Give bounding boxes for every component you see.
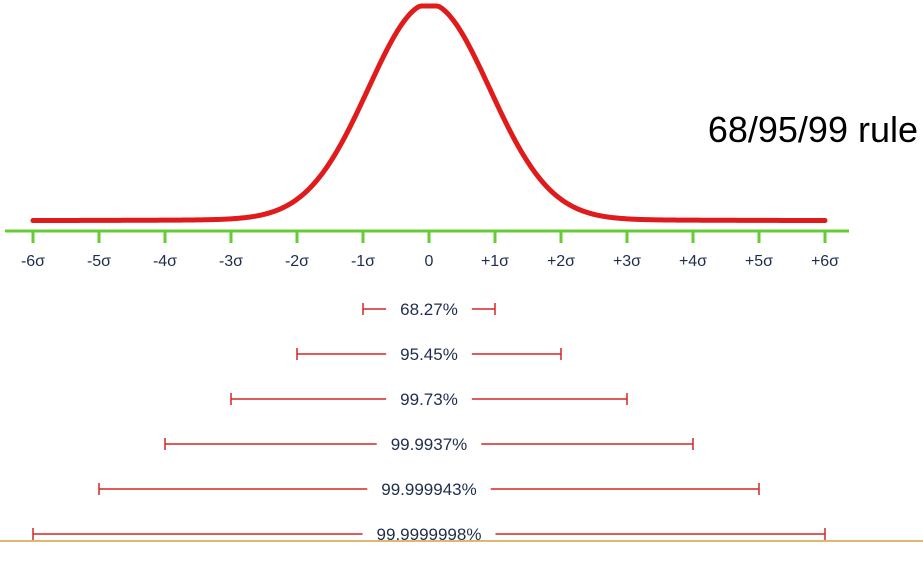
tick-label: +3σ xyxy=(613,253,641,270)
range-label: 95.45% xyxy=(400,345,458,364)
normal-curve xyxy=(30,3,828,224)
range-row: 99.9937% xyxy=(164,435,694,454)
tick-label: -4σ xyxy=(153,253,177,270)
tick-label: +1σ xyxy=(481,253,509,270)
sigma-axis: -6σ -5σ -4σ -3σ -2σ -1σ 0 +1σ +2σ +3σ +4σ +5σ +6σ xyxy=(5,229,849,270)
tick-label: -3σ xyxy=(219,253,243,270)
tick-label: -6σ xyxy=(21,253,45,270)
tick-label: 0 xyxy=(425,253,434,270)
range-row: 99.9999998% xyxy=(32,525,826,544)
range-label: 68.27% xyxy=(400,300,458,319)
range-label: 99.73% xyxy=(400,390,458,409)
tick-label: +4σ xyxy=(679,253,707,270)
range-row: 99.999943% xyxy=(98,480,760,499)
range-row: 68.27% xyxy=(362,300,496,319)
tick-label: -1σ xyxy=(351,253,375,270)
tick-label: +6σ xyxy=(811,253,839,270)
curve-layer xyxy=(30,3,828,224)
range-row: 95.45% xyxy=(296,345,562,364)
range-label: 99.999943% xyxy=(381,480,476,499)
diagram-title: 68/95/99 rule xyxy=(708,109,918,150)
range-row: 99.73% xyxy=(230,390,628,409)
range-label: 99.9999998% xyxy=(377,525,482,544)
tick-label: -5σ xyxy=(87,253,111,270)
tick-label: -2σ xyxy=(285,253,309,270)
range-label: 99.9937% xyxy=(391,435,468,454)
tick-label: +2σ xyxy=(547,253,575,270)
sigma-ranges: 68.27% 95.45% 99.73% 99.9937% 99.999943% 99.9… xyxy=(32,300,826,544)
tick-label: +5σ xyxy=(745,253,773,270)
